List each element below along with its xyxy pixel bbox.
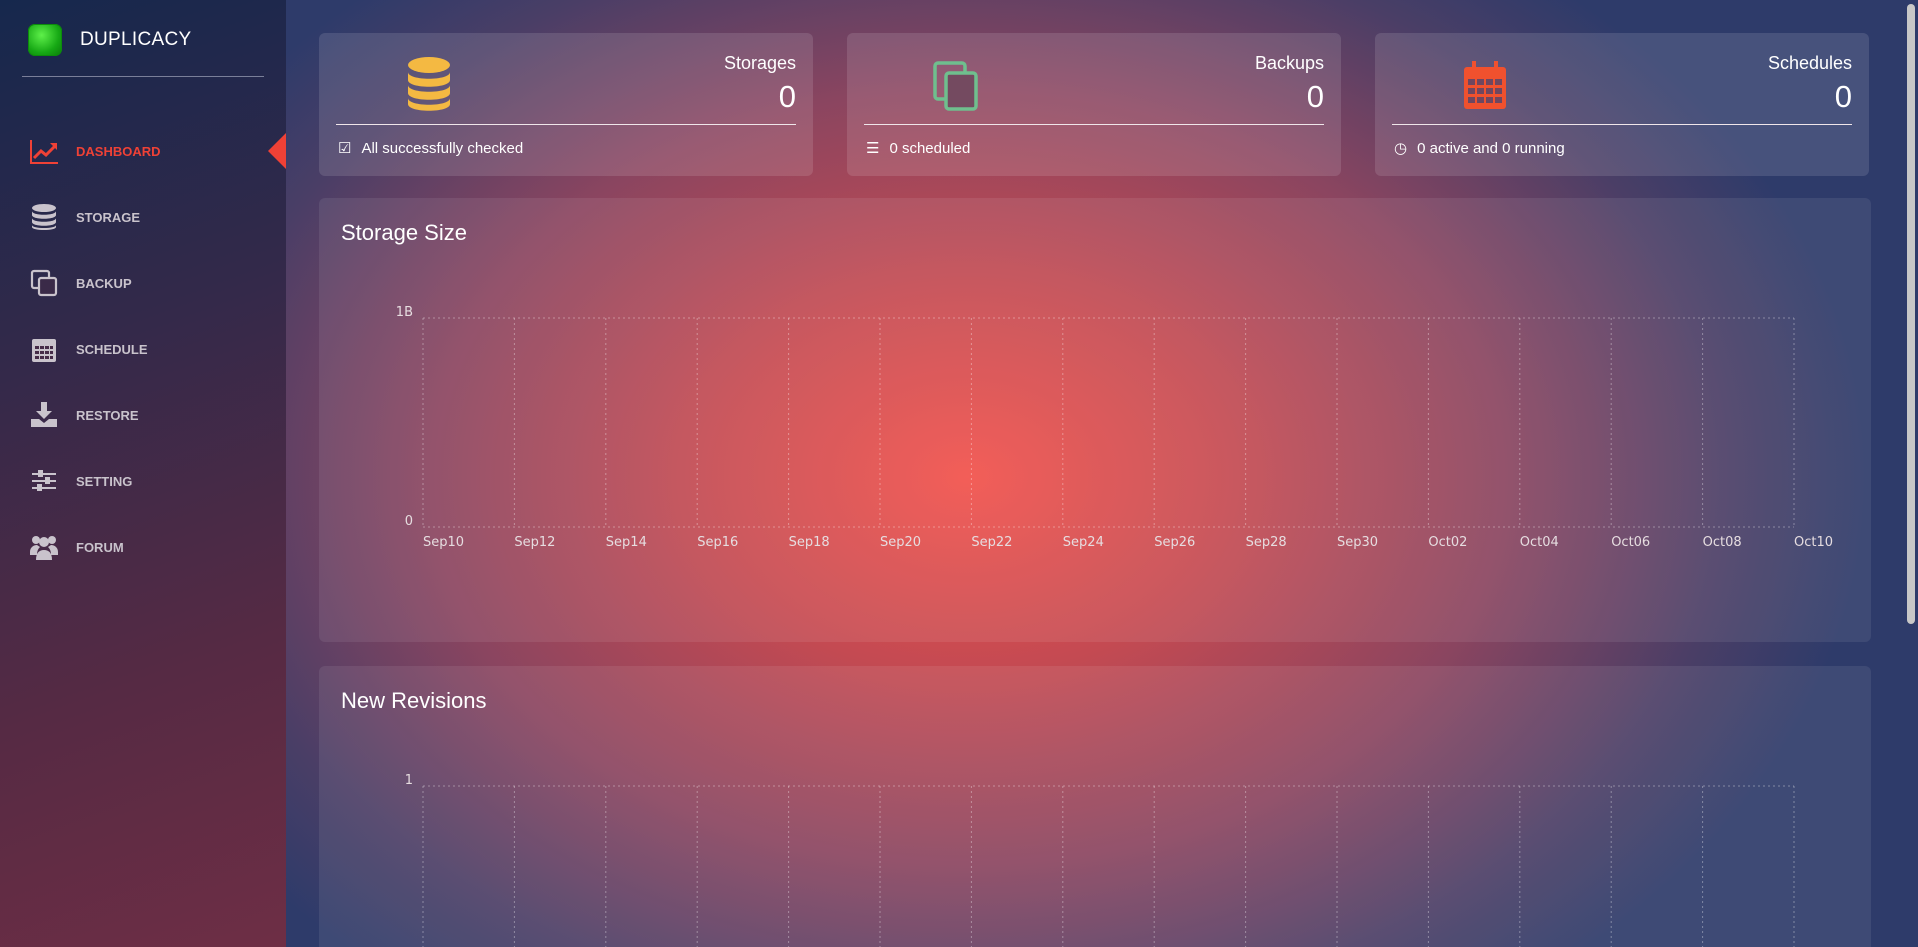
line-chart-icon xyxy=(30,140,58,164)
storage-size-chart: Sep10 Sep12 Sep14 Sep16 Sep18 Sep20 Sep22 Sep24… xyxy=(396,305,1833,550)
sidebar-item-forum[interactable]: FORUM xyxy=(0,514,286,580)
card-title: Schedules xyxy=(1767,53,1852,73)
x-tick-label: Sep14 xyxy=(606,535,647,550)
sidebar-nav: DASHBOARD STORAGE BACKUP SCHEDULE RESTOR… xyxy=(0,118,286,580)
card-footer: All successfully checked xyxy=(361,139,524,157)
calendar-icon xyxy=(1464,61,1506,109)
active-indicator xyxy=(268,133,286,169)
sidebar-item-schedule[interactable]: SCHEDULE xyxy=(0,316,286,382)
sliders-icon xyxy=(32,470,56,491)
y-tick-label: 1 xyxy=(405,773,413,788)
scrollbar[interactable] xyxy=(1907,4,1915,624)
copy-icon xyxy=(933,61,978,111)
x-tick-label: Oct02 xyxy=(1428,535,1467,550)
card-footer: 0 active and 0 running xyxy=(1417,139,1565,157)
list-icon: ☰ xyxy=(866,140,880,157)
divider xyxy=(864,124,1324,125)
download-icon xyxy=(31,402,57,427)
card-title: Storages xyxy=(723,53,796,73)
calendar-icon xyxy=(32,339,56,362)
x-tick-label: Sep28 xyxy=(1246,535,1287,550)
sidebar-item-label: STORAGE xyxy=(76,209,141,225)
sidebar-item-label: RESTORE xyxy=(76,407,139,423)
backups-card[interactable]: Backups 0 ☰ 0 scheduled xyxy=(847,33,1341,176)
checkbox-icon: ☑ xyxy=(338,140,352,157)
x-tick-label: Sep26 xyxy=(1154,535,1195,550)
y-tick-label: 0 xyxy=(405,514,413,529)
sidebar-item-setting[interactable]: SETTING xyxy=(0,448,286,514)
x-tick-label: Sep10 xyxy=(423,535,464,550)
x-tick-label: Oct10 xyxy=(1794,535,1833,550)
x-tick-label: Sep30 xyxy=(1337,535,1378,550)
x-tick-label: Sep18 xyxy=(789,535,830,550)
card-value: 0 xyxy=(1306,79,1324,114)
chart-title: Storage Size xyxy=(341,220,467,245)
chart-title: New Revisions xyxy=(341,688,487,713)
database-icon xyxy=(32,204,56,230)
sidebar-item-label: DASHBOARD xyxy=(76,143,161,159)
x-tick-label: Oct08 xyxy=(1703,535,1742,550)
card-footer: 0 scheduled xyxy=(889,139,971,157)
sidebar-item-storage[interactable]: STORAGE xyxy=(0,184,286,250)
card-value: 0 xyxy=(778,79,796,114)
sidebar-item-label: FORUM xyxy=(76,539,124,555)
y-tick-label: 1B xyxy=(396,305,413,320)
sidebar-item-label: SETTING xyxy=(76,473,133,489)
sidebar: DUPLICACY DASHBOARD STORAGE BACKUP SCHED… xyxy=(0,0,286,947)
sidebar-item-dashboard[interactable]: DASHBOARD xyxy=(0,118,286,184)
sidebar-item-label: SCHEDULE xyxy=(76,341,148,357)
x-tick-label: Oct04 xyxy=(1520,535,1559,550)
users-icon xyxy=(30,536,58,560)
clock-icon: ◷ xyxy=(1394,140,1408,157)
storage-size-panel: Storage Size Sep10 Sep12 Sep14 Sep16 Sep18 Se… xyxy=(319,198,1871,642)
divider xyxy=(22,76,264,77)
duplicacy-logo-icon xyxy=(28,24,62,56)
divider xyxy=(1392,124,1852,125)
sidebar-item-restore[interactable]: RESTORE xyxy=(0,382,286,448)
card-title: Backups xyxy=(1254,53,1324,73)
x-tick-label: Sep24 xyxy=(1063,535,1104,550)
storages-card[interactable]: Storages 0 ☑ All successfully checked xyxy=(319,33,813,176)
x-tick-label: Sep12 xyxy=(514,535,555,550)
brand[interactable]: DUPLICACY xyxy=(28,24,191,56)
schedules-card[interactable]: Schedules 0 ◷ 0 active and 0 running xyxy=(1375,33,1869,176)
x-tick-label: Sep22 xyxy=(971,535,1012,550)
divider xyxy=(336,124,796,125)
sidebar-item-backup[interactable]: BACKUP xyxy=(0,250,286,316)
database-icon xyxy=(408,57,450,111)
x-tick-label: Sep16 xyxy=(697,535,738,550)
new-revisions-panel: New Revisions 1 xyxy=(319,666,1871,947)
card-value: 0 xyxy=(1834,79,1852,114)
x-tick-label: Oct06 xyxy=(1611,535,1650,550)
app-name: DUPLICACY xyxy=(80,29,192,50)
x-tick-label: Sep20 xyxy=(880,535,921,550)
copy-icon xyxy=(30,269,58,297)
sidebar-item-label: BACKUP xyxy=(76,275,132,291)
new-revisions-chart: 1 xyxy=(405,773,1795,947)
